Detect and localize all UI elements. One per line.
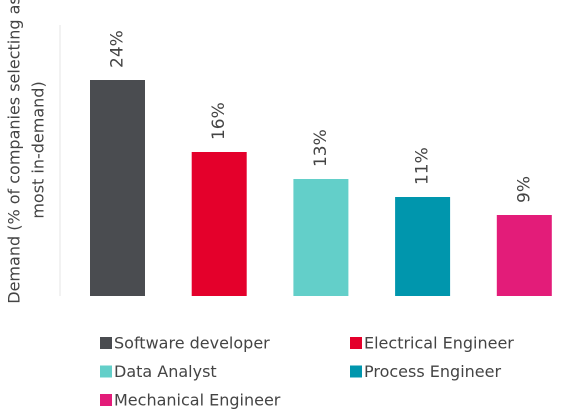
legend-label: Data Analyst bbox=[114, 362, 217, 381]
value-label: 11% bbox=[413, 147, 433, 185]
value-label: 24% bbox=[108, 30, 128, 68]
bar bbox=[90, 80, 145, 296]
bar bbox=[395, 197, 451, 296]
y-axis-label: most in-demand) bbox=[29, 81, 48, 218]
value-label: 9% bbox=[514, 176, 534, 203]
legend-swatch bbox=[350, 365, 362, 378]
legend-label: Software developer bbox=[114, 334, 270, 353]
legend-label: Process Engineer bbox=[364, 362, 501, 381]
legend-swatch bbox=[100, 394, 112, 406]
legend-swatch bbox=[350, 337, 362, 349]
legend-swatch bbox=[100, 337, 112, 349]
bar bbox=[191, 152, 247, 296]
y-axis-label: Demand (% of companies selecting as bbox=[5, 0, 24, 304]
legend-label: Mechanical Engineer bbox=[114, 391, 281, 410]
value-label: 13% bbox=[311, 129, 331, 167]
bar bbox=[496, 215, 552, 296]
legend-swatch bbox=[100, 365, 112, 378]
value-label: 16% bbox=[209, 102, 229, 140]
legend-label: Electrical Engineer bbox=[364, 334, 514, 353]
bar bbox=[293, 179, 349, 296]
